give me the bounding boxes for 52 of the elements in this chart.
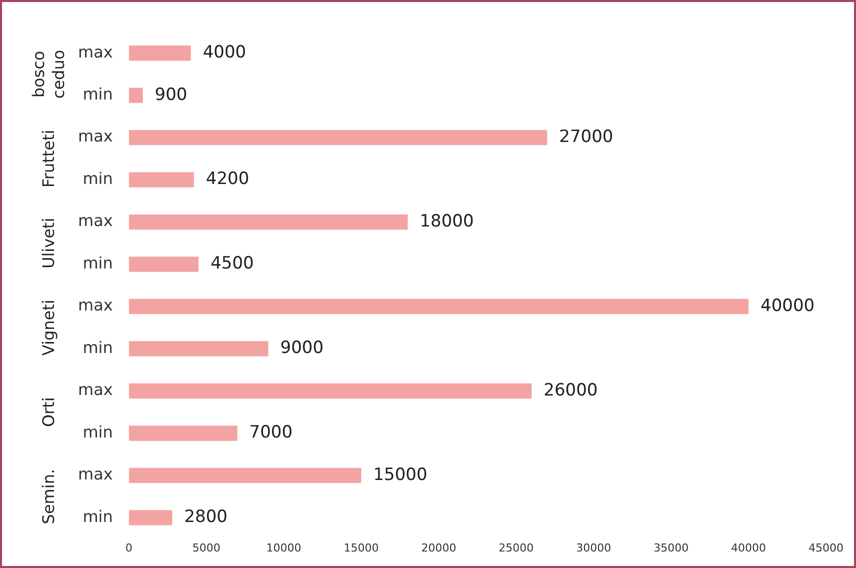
x-tick-label: 20000 <box>421 541 456 554</box>
bar <box>128 426 238 441</box>
y-tick-label: max <box>78 126 113 146</box>
bar <box>128 298 749 314</box>
data-label: 4500 <box>210 254 254 274</box>
bar <box>128 88 143 103</box>
data-label: 40000 <box>760 296 815 316</box>
x-tick-label: 0 <box>125 541 132 554</box>
y-tick-label: max <box>78 464 113 484</box>
x-tick-label: 10000 <box>266 541 302 554</box>
x-tick-label: 35000 <box>654 541 689 554</box>
data-label: 4200 <box>206 169 250 190</box>
text: Uliveti <box>39 218 58 268</box>
y-tick-label: min <box>82 168 113 188</box>
x-tick-label: 25000 <box>498 541 534 554</box>
data-label: 27000 <box>559 127 614 148</box>
y-tick-label: min <box>82 338 113 357</box>
data-label: 2800 <box>184 507 228 528</box>
text: Frutteti <box>39 130 58 188</box>
x-tick-label: 15000 <box>344 541 379 554</box>
bar <box>128 130 548 146</box>
text: Semin. <box>39 468 58 524</box>
y-tick-label: max <box>78 380 113 400</box>
data-label: 26000 <box>544 380 598 400</box>
y-tick-label: max <box>78 42 113 62</box>
text: bosco ceduo <box>29 50 68 99</box>
bar <box>128 256 199 272</box>
y-tick-label: min <box>82 506 113 526</box>
y-tick-label: min <box>82 84 113 104</box>
data-label: 900 <box>154 84 188 105</box>
bar <box>128 468 362 484</box>
bar <box>128 341 268 356</box>
bar <box>128 510 172 526</box>
data-label: 9000 <box>280 338 324 358</box>
y-tick-label: max <box>78 296 113 315</box>
x-tick-label: 40000 <box>731 541 766 554</box>
x-tick-label: 5000 <box>192 541 220 554</box>
y-tick-label: min <box>82 422 113 442</box>
data-label: 15000 <box>373 464 428 485</box>
data-label: 4000 <box>202 42 246 63</box>
y-tick-label: max <box>78 211 113 230</box>
text: Vigneti <box>39 300 58 356</box>
bar <box>128 214 408 230</box>
bar <box>128 46 191 61</box>
bar <box>128 383 532 399</box>
bar <box>128 172 194 188</box>
y-tick-label: min <box>82 253 113 272</box>
text: Orti <box>39 397 58 428</box>
x-tick-label: 45000 <box>808 541 844 554</box>
x-tick-label: 30000 <box>576 541 612 554</box>
data-label: 7000 <box>249 422 293 443</box>
data-label: 18000 <box>420 211 474 232</box>
